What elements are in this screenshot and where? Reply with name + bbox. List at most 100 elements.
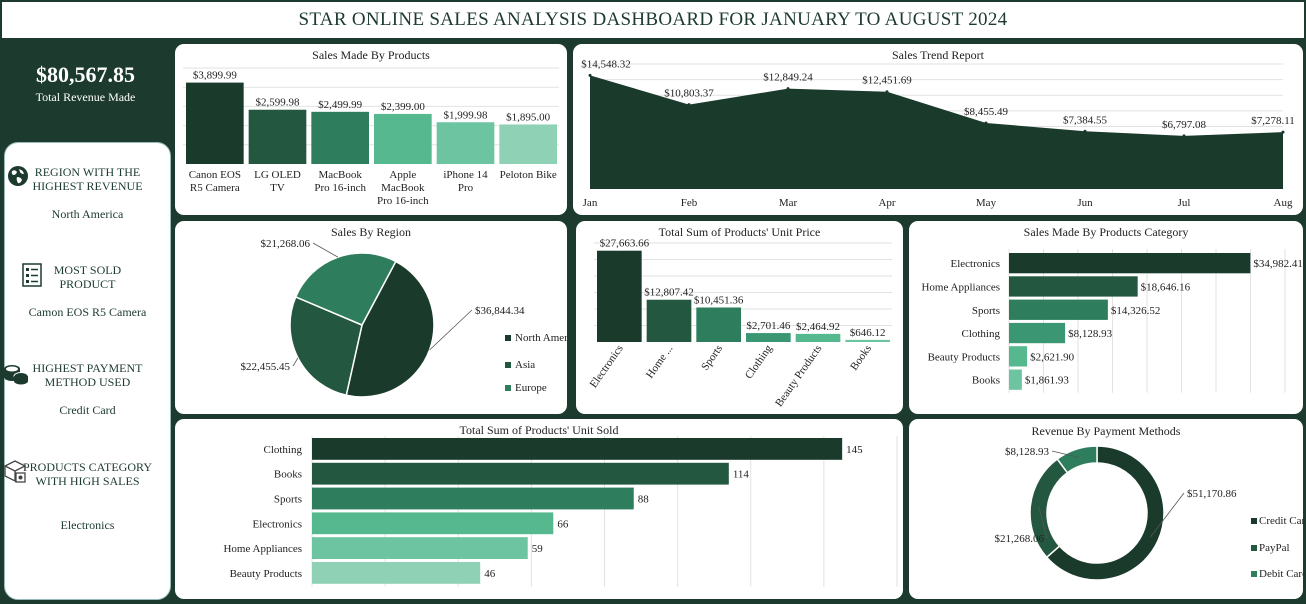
donut-label-0: $51,170.86 [1187,488,1237,500]
legend-swatch-2 [1251,571,1257,577]
insight-payment-value: Credit Card [59,403,116,417]
category-chart-title: Sales Made By Products Category [1023,225,1189,239]
tick-label-1: Home ... [644,343,676,381]
unitprice-bar-chart: $27,663.66 Electronics $12,807.42 Home ... $… [588,238,892,409]
unitsold-chart-title: Total Sum of Products' Unit Sold [459,423,619,437]
insight-payment-heading-1: HIGHEST PAYMENT [32,361,143,375]
bar-label-0: $27,663.66 [600,238,650,250]
payment-donut-chart: $51,170.86 $21,268.06 $8,128.93 Credit Card… [995,445,1306,581]
insight-product-heading-2: PRODUCT [59,277,116,291]
bar-label-3: $2,399.00 [381,101,426,113]
tick-label-2: Sports [699,343,725,373]
bar-label-4: $2,621.90 [1030,351,1075,363]
insight-product-value: Camon EOS R5 Camera [28,305,147,319]
bar-label-3: 66 [557,518,569,530]
insights-sidebar: REGION WITH THE HIGHEST REVENUE North Am… [3,142,171,600]
bar-0 [312,438,843,460]
donut-label-2: $8,128.93 [1005,446,1050,458]
donut-slice-0 [1045,445,1165,581]
legend-swatch-1 [1251,545,1257,551]
bar-3 [374,113,432,164]
legend-item-1: PayPal [1259,542,1290,554]
tick-label-3: Electronics [253,518,302,530]
globe-icon [8,166,28,186]
tick-label-5: Books [972,375,1000,387]
legend-swatch-0 [1251,518,1257,524]
legend-item-2: Debit Card [1259,568,1303,580]
payment-chart-title: Revenue By Payment Methods [1031,424,1181,438]
tick-label-1: TV [270,182,285,194]
trend-area-chart: $14,548.32 Jan $10,803.37 Feb $12,849.24 Mar $… [581,58,1295,209]
leader-0 [429,309,473,351]
insight-category: PRODUCTS CATEGORY WITH HIGH SALES Electr… [3,460,170,533]
tick-label-2: Sports [274,494,302,506]
bar-0 [186,82,244,164]
legend-item-1: Asia [515,359,535,371]
trend-tick-3: Apr [878,197,895,209]
tick-label-4: Beauty Products [773,343,824,409]
tick-label-0: R5 Camera [190,182,240,194]
trend-area [590,75,1283,189]
tick-label-1: Books [274,469,302,481]
category-panel: Sales Made By Products Category Electron… [909,221,1303,414]
unitsold-panel: Total Sum of Products' Unit Sold Clothin… [175,419,903,599]
tick-label-3: Clothing [961,328,1000,340]
bar-1 [248,109,307,164]
tick-label-5: Beauty Products [230,568,302,580]
trend-label-4: $8,455.49 [964,106,1009,118]
products-panel: Sales Made By Products $3,899.99 Canon EO… [175,44,567,215]
trend-tick-6: Jul [1178,197,1191,209]
insight-product: MOST SOLD PRODUCT Camon EOS R5 Camera [5,263,170,320]
bar-0 [1009,253,1251,274]
bar-label-4: $2,464.92 [796,321,840,333]
donut-label-1: $21,268.06 [995,533,1045,545]
bar-label-5: $646.12 [850,327,886,339]
bar-label-1: 114 [733,469,750,481]
bar-2 [696,307,741,342]
insight-category-value: Electronics [60,518,115,532]
bar-label-4: $1,999.98 [444,109,489,121]
legend-item-2: Europe [515,382,547,394]
trend-tick-5: Jun [1077,197,1093,209]
boxes-icon [3,460,27,483]
checklist-icon [22,263,42,287]
bar-label-1: $18,646.16 [1141,281,1191,293]
trend-label-7: $7,278.11 [1251,115,1295,127]
insight-category-heading-2: WITH HIGH SALES [35,474,140,488]
trend-label-1: $10,803.37 [664,88,714,100]
trend-label-0: $14,548.32 [581,58,631,70]
tick-label-4: Home Appliances [223,543,302,555]
trend-panel: Sales Trend Report $14,548.32 Jan $10,803.… [573,44,1303,215]
bar-0 [597,250,642,342]
tick-label-5: Peloton Bike [500,169,557,181]
legend-swatch-2 [505,385,511,391]
total-revenue-value: $80,567.85 [36,62,135,87]
slice-label-2: $21,268.06 [261,238,311,250]
bar-2 [1009,299,1108,320]
legend-swatch-0 [505,335,511,341]
trend-point-6 [1182,134,1186,138]
tick-label-2: Pro 16-inch [314,182,366,194]
bar-label-1: $12,807.42 [644,287,694,299]
bar-5 [312,562,481,584]
trend-label-5: $7,384.55 [1063,114,1108,126]
slice-label-0: $36,844.34 [475,305,525,317]
insight-region-heading-1: REGION WITH THE [34,165,141,179]
insight-product-heading-1: MOST SOLD [53,263,122,277]
bar-4 [795,333,841,342]
bar-label-0: $34,982.41 [1253,258,1303,270]
region-panel: Sales By Region $36,844.34 $22,455.45 $21,… [175,221,581,414]
payment-panel: Revenue By Payment Methods $51,170.86 $21… [909,419,1306,599]
tick-label-4: Beauty Products [928,351,1000,363]
tick-label-3: Clothing [743,342,775,381]
bar-4 [1009,346,1028,367]
unitprice-chart-title: Total Sum of Products' Unit Price [658,225,821,239]
bar-label-0: 145 [846,444,863,456]
total-revenue-kpi: $80,567.85 Total Revenue Made [8,62,163,105]
bar-1 [1009,276,1138,297]
trend-point-3 [885,90,889,94]
trend-tick-7: Aug [1274,197,1293,209]
bar-5 [1009,369,1022,390]
dashboard-title: STAR ONLINE SALES ANALYSIS DASHBOARD FOR… [1,1,1305,39]
bar-label-4: 59 [532,543,544,555]
